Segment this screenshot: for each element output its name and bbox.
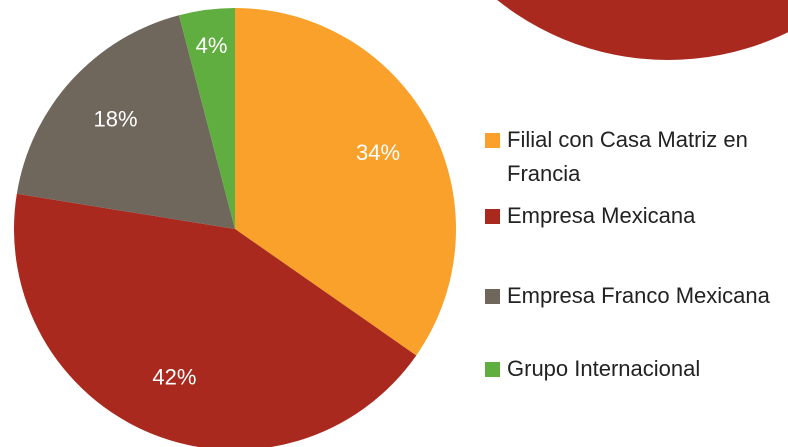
pie-slice	[14, 193, 417, 447]
pie-slice	[178, 8, 235, 229]
legend-label: Empresa Mexicana	[507, 203, 696, 228]
pie-slice	[235, 8, 456, 356]
data-label: 34%	[356, 140, 400, 165]
data-label: 4%	[196, 33, 228, 58]
legend-label: Empresa Franco Mexicana	[507, 283, 770, 308]
legend-swatch	[485, 362, 500, 377]
legend-item: Empresa Franco Mexicana	[485, 279, 785, 313]
legend-swatch	[485, 209, 500, 224]
legend-item: Filial con Casa Matriz en Francia	[485, 123, 785, 191]
legend-label: Filial con Casa Matriz en Francia	[507, 127, 748, 186]
data-label: 42%	[152, 364, 196, 389]
legend-swatch	[485, 133, 500, 148]
legend-item: Grupo Internacional	[485, 352, 785, 386]
pie-slice	[16, 15, 236, 230]
legend-swatch	[485, 289, 500, 304]
decor-circle	[497, 0, 788, 60]
legend-item: Empresa Mexicana	[485, 199, 785, 233]
legend-label: Grupo Internacional	[507, 356, 701, 381]
data-label: 18%	[94, 106, 138, 131]
